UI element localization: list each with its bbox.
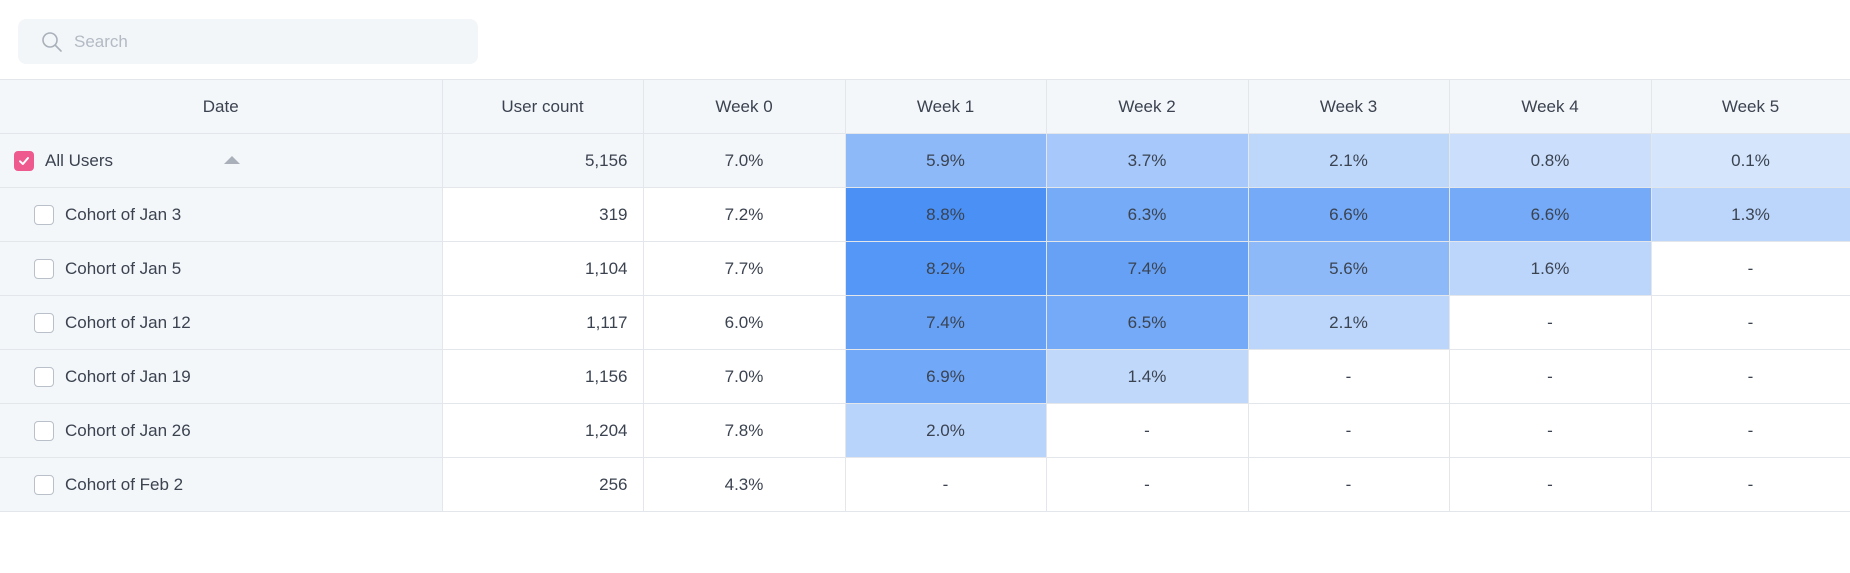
week-2-cell: 1.4% <box>1046 349 1249 404</box>
all-users-label: All Users <box>45 150 114 170</box>
checkmark-icon <box>19 156 29 165</box>
date-cell-content: Cohort of Jan 5 <box>0 242 442 295</box>
column-header-week-3[interactable]: Week 3 <box>1248 79 1450 134</box>
week-0-cell: 7.7% <box>643 241 846 296</box>
date-cell: All Users <box>0 133 443 188</box>
week-3-cell: 6.6% <box>1248 187 1450 242</box>
date-cell: Cohort of Feb 2 <box>0 457 443 512</box>
week-2-cell: - <box>1046 403 1249 458</box>
search-input[interactable] <box>74 19 454 64</box>
week-0-cell: 6.0% <box>643 295 846 350</box>
date-cell: Cohort of Jan 5 <box>0 241 443 296</box>
week-0-cell: 4.3% <box>643 457 846 512</box>
cohort-checkbox[interactable] <box>34 366 54 387</box>
cohort-checkbox[interactable] <box>34 204 54 225</box>
table-row: Cohort of Jan 26 1,204 7.8% 2.0% - - - - <box>0 403 1850 458</box>
cohort-checkbox[interactable] <box>34 420 54 441</box>
date-cell-content: Cohort of Jan 3 <box>0 188 442 241</box>
week-5-cell: - <box>1651 241 1850 296</box>
cohort-label: Cohort of Jan 5 <box>65 258 182 278</box>
week-4-cell: 0.8% <box>1449 133 1652 188</box>
table-row: Cohort of Jan 12 1,117 6.0% 7.4% 6.5% 2.1% - - <box>0 295 1850 350</box>
date-cell-content: Cohort of Jan 26 <box>0 404 442 457</box>
search-icon <box>42 32 62 52</box>
week-2-cell: 6.5% <box>1046 295 1249 350</box>
date-cell-content: Cohort of Jan 19 <box>0 350 442 403</box>
all-users-checkbox[interactable] <box>14 150 34 171</box>
table-row: Cohort of Feb 2 256 4.3% - - - - - <box>0 457 1850 512</box>
week-3-cell: 2.1% <box>1248 295 1450 350</box>
user-count-cell: 1,156 <box>442 349 644 404</box>
cohort-checkbox[interactable] <box>34 258 54 279</box>
all-users-row: All Users 5,156 7.0% 5.9% 3.7% 2.1% 0.8% 0.1% <box>0 133 1850 188</box>
week-0-cell: 7.0% <box>643 349 846 404</box>
header-row: Date User count Week 0 Week 1 Week 2 Wee… <box>0 79 1850 134</box>
user-count-cell: 1,117 <box>442 295 644 350</box>
week-1-cell: 7.4% <box>845 295 1047 350</box>
column-header-week-4[interactable]: Week 4 <box>1449 79 1652 134</box>
week-2-cell: 6.3% <box>1046 187 1249 242</box>
week-4-cell: - <box>1449 403 1652 458</box>
date-cell-content: Cohort of Jan 12 <box>0 296 442 349</box>
week-3-cell: 2.1% <box>1248 133 1450 188</box>
date-cell-content: Cohort of Feb 2 <box>0 458 442 511</box>
week-2-cell: 3.7% <box>1046 133 1249 188</box>
week-5-cell: - <box>1651 295 1850 350</box>
week-4-cell: - <box>1449 349 1652 404</box>
week-5-cell: 0.1% <box>1651 133 1850 188</box>
cohort-label: Cohort of Jan 26 <box>65 420 191 440</box>
column-header-date[interactable]: Date <box>0 79 443 134</box>
user-count-cell: 5,156 <box>442 133 644 188</box>
cohort-label: Cohort of Jan 3 <box>65 204 182 224</box>
week-5-cell: - <box>1651 349 1850 404</box>
column-header-week-2[interactable]: Week 2 <box>1046 79 1249 134</box>
week-3-cell: - <box>1248 403 1450 458</box>
week-5-cell: 1.3% <box>1651 187 1850 242</box>
week-4-cell: 6.6% <box>1449 187 1652 242</box>
week-1-cell: 8.2% <box>845 241 1047 296</box>
week-0-cell: 7.0% <box>643 133 846 188</box>
cohort-table: Date User count Week 0 Week 1 Week 2 Wee… <box>0 79 1850 512</box>
week-0-cell: 7.2% <box>643 187 846 242</box>
column-header-week-1[interactable]: Week 1 <box>845 79 1047 134</box>
week-2-cell: 7.4% <box>1046 241 1249 296</box>
cohort-label: Cohort of Jan 19 <box>65 366 191 386</box>
user-count-cell: 319 <box>442 187 644 242</box>
week-1-cell: - <box>845 457 1047 512</box>
week-1-cell: 8.8% <box>845 187 1047 242</box>
user-count-cell: 1,104 <box>442 241 644 296</box>
search-box[interactable] <box>18 19 478 64</box>
table-row: Cohort of Jan 3 319 7.2% 8.8% 6.3% 6.6% 6.6% 1.… <box>0 187 1850 242</box>
week-4-cell: - <box>1449 295 1652 350</box>
week-5-cell: - <box>1651 457 1850 512</box>
week-1-cell: 2.0% <box>845 403 1047 458</box>
week-3-cell: - <box>1248 457 1450 512</box>
date-cell: Cohort of Jan 19 <box>0 349 443 404</box>
column-header-user-count[interactable]: User count <box>442 79 644 134</box>
week-3-cell: 5.6% <box>1248 241 1450 296</box>
column-header-week-0[interactable]: Week 0 <box>643 79 846 134</box>
column-header-week-5[interactable]: Week 5 <box>1651 79 1850 134</box>
week-0-cell: 7.8% <box>643 403 846 458</box>
date-cell: Cohort of Jan 26 <box>0 403 443 458</box>
collapse-caret-icon[interactable] <box>224 156 240 164</box>
user-count-cell: 1,204 <box>442 403 644 458</box>
date-cell-content: All Users <box>0 134 442 187</box>
date-cell: Cohort of Jan 3 <box>0 187 443 242</box>
cohort-label: Cohort of Feb 2 <box>65 474 184 494</box>
cohort-label: Cohort of Jan 12 <box>65 312 191 332</box>
week-1-cell: 5.9% <box>845 133 1047 188</box>
table-row: Cohort of Jan 5 1,104 7.7% 8.2% 7.4% 5.6% 1.6%… <box>0 241 1850 296</box>
week-4-cell: - <box>1449 457 1652 512</box>
week-3-cell: - <box>1248 349 1450 404</box>
week-2-cell: - <box>1046 457 1249 512</box>
week-5-cell: - <box>1651 403 1850 458</box>
table-row: Cohort of Jan 19 1,156 7.0% 6.9% 1.4% - - - <box>0 349 1850 404</box>
date-cell: Cohort of Jan 12 <box>0 295 443 350</box>
week-1-cell: 6.9% <box>845 349 1047 404</box>
cohort-checkbox[interactable] <box>34 474 54 495</box>
week-4-cell: 1.6% <box>1449 241 1652 296</box>
cohort-checkbox[interactable] <box>34 312 54 333</box>
user-count-cell: 256 <box>442 457 644 512</box>
